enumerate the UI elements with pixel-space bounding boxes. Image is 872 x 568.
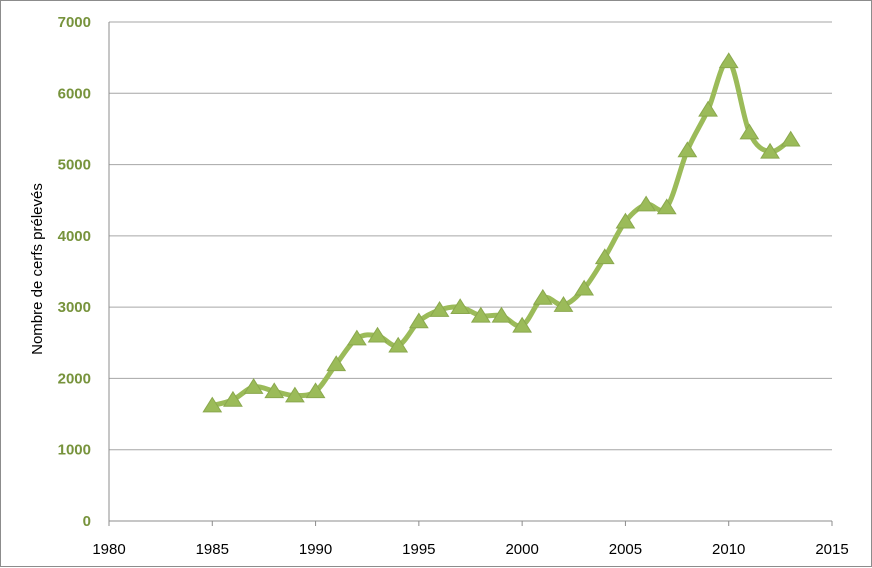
data-point-marker [574,279,595,296]
x-tick-label: 1980 [92,541,125,558]
data-point-marker [739,123,760,140]
x-tick-label: 2015 [815,541,848,558]
x-tick-label: 1995 [402,541,435,558]
x-axis-ticks: 1980 1985 1990 1995 2000 2005 2010 2015 [92,541,848,558]
y-tick-label: 5000 [58,157,91,174]
data-point-marker [615,212,636,229]
y-axis-ticks: 0 1000 2000 3000 4000 5000 6000 7000 [58,14,91,530]
data-point-marker [346,329,367,346]
x-tick-label: 2005 [609,541,642,558]
x-tick-label: 2010 [712,541,745,558]
data-point-marker [594,248,615,265]
data-point-marker [388,336,409,353]
y-tick-label: 1000 [58,442,91,459]
y-tick-label: 2000 [58,370,91,387]
data-point-marker [512,316,533,333]
data-point-marker [718,52,739,69]
y-tick-label: 6000 [58,85,91,102]
y-axis-label: Nombre de cerfs prélevés [29,183,46,355]
data-point-marker [491,306,512,323]
data-point-marker [470,306,491,323]
data-point-marker [450,298,471,315]
data-point-marker [305,382,326,399]
data-point-marker [780,130,801,147]
data-point-marker [532,288,553,305]
data-point-marker [677,141,698,158]
data-point-marker [429,301,450,317]
data-point-marker [553,296,574,312]
axes [108,22,833,526]
data-point-marker [698,100,718,117]
y-tick-label: 7000 [58,14,91,31]
data-point-marker [636,195,656,212]
series-group [202,52,801,413]
data-point-marker [760,142,780,159]
x-tick-label: 1990 [299,541,332,558]
data-point-marker [264,382,285,399]
data-point-marker [408,312,429,329]
data-point-marker [223,390,243,407]
x-tick-label: 1985 [196,541,229,558]
grid-lines [109,21,832,451]
data-point-marker [243,378,264,394]
data-point-marker [367,326,388,343]
y-tick-label: 3000 [58,299,91,316]
data-point-marker [202,396,223,413]
data-point-marker [326,355,347,372]
y-tick-label: 0 [83,513,91,530]
x-tick-label: 2000 [505,541,538,558]
y-tick-label: 4000 [58,228,91,245]
data-point-marker [656,198,677,215]
data-point-marker [285,386,305,403]
